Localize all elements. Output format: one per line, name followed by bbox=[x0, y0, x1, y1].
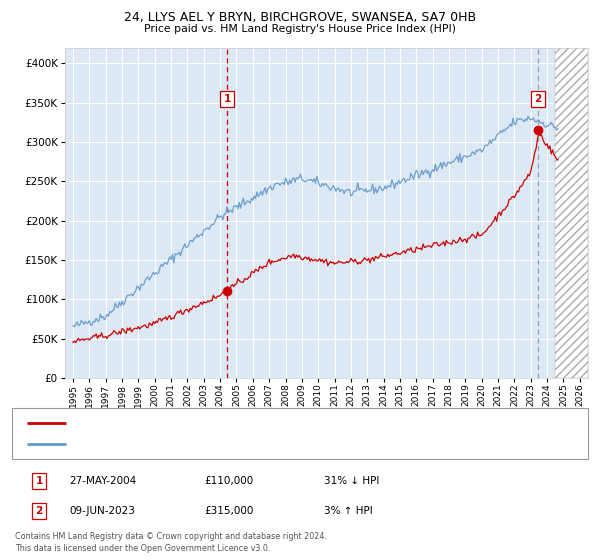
Text: 24, LLYS AEL Y BRYN, BIRCHGROVE, SWANSEA, SA7 0HB: 24, LLYS AEL Y BRYN, BIRCHGROVE, SWANSEA… bbox=[124, 11, 476, 24]
Text: 09-JUN-2023: 09-JUN-2023 bbox=[69, 506, 135, 516]
Text: Contains HM Land Registry data © Crown copyright and database right 2024.: Contains HM Land Registry data © Crown c… bbox=[15, 532, 327, 541]
Text: 2: 2 bbox=[35, 506, 43, 516]
Text: 1: 1 bbox=[35, 476, 43, 486]
Text: 27-MAY-2004: 27-MAY-2004 bbox=[69, 476, 136, 486]
Bar bbox=[555, 48, 588, 378]
Text: Price paid vs. HM Land Registry's House Price Index (HPI): Price paid vs. HM Land Registry's House … bbox=[144, 24, 456, 34]
Text: 31% ↓ HPI: 31% ↓ HPI bbox=[324, 476, 379, 486]
Text: 1: 1 bbox=[223, 94, 230, 104]
Text: 2: 2 bbox=[535, 94, 542, 104]
Text: HPI: Average price, detached house, Swansea: HPI: Average price, detached house, Swan… bbox=[72, 440, 290, 449]
Text: £110,000: £110,000 bbox=[204, 476, 253, 486]
Text: This data is licensed under the Open Government Licence v3.0.: This data is licensed under the Open Gov… bbox=[15, 544, 271, 553]
Text: £315,000: £315,000 bbox=[204, 506, 253, 516]
Text: 3% ↑ HPI: 3% ↑ HPI bbox=[324, 506, 373, 516]
Bar bbox=[555, 48, 588, 378]
Text: 24, LLYS AEL Y BRYN, BIRCHGROVE, SWANSEA, SA7 0HB (detached house): 24, LLYS AEL Y BRYN, BIRCHGROVE, SWANSEA… bbox=[72, 418, 424, 427]
